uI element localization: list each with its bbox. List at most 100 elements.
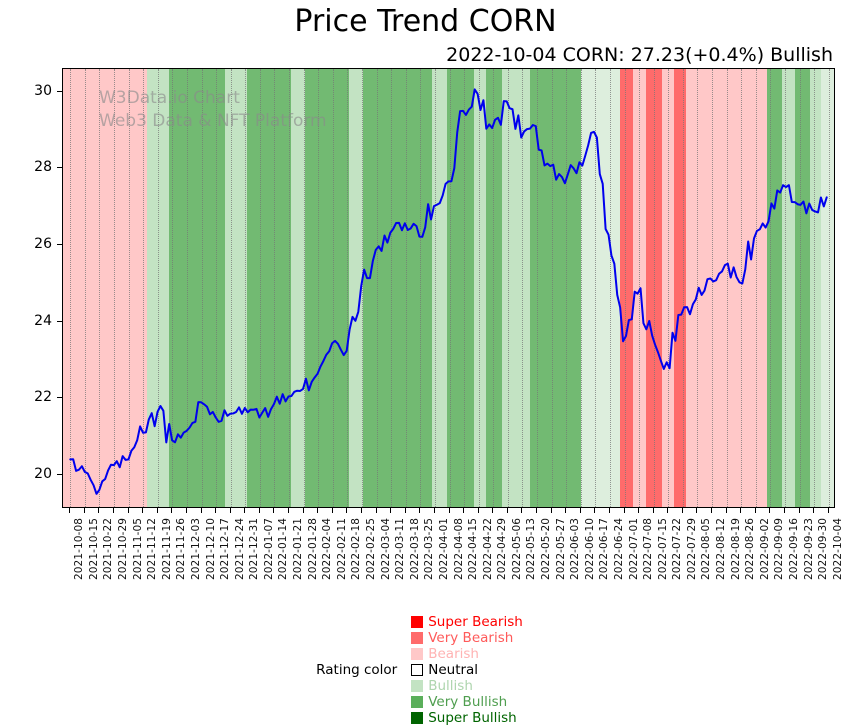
- legend-label: Bearish: [428, 646, 479, 662]
- legend-items: Super Bearish Very Bearish Bearish Neutral B…: [411, 614, 535, 726]
- x-tick-label: 2021-11-12: [146, 517, 159, 580]
- gridline: [332, 69, 334, 507]
- x-tick-label: 2021-10-29: [117, 517, 130, 580]
- x-tick-mark: [244, 508, 246, 513]
- y-tick-mark: [57, 320, 62, 322]
- legend-swatch-icon: [411, 664, 424, 676]
- x-tick-label: 2022-01-07: [262, 517, 275, 580]
- x-tick-label: 2021-11-05: [131, 517, 144, 580]
- legend-swatch-icon: [411, 680, 424, 692]
- x-tick-mark: [638, 508, 640, 513]
- x-tick-label: 2022-06-03: [569, 517, 582, 580]
- y-tick-label: 24: [34, 312, 52, 329]
- legend-item-super-bearish[interactable]: Super Bearish: [411, 614, 523, 630]
- x-tick-mark: [390, 508, 392, 513]
- gridline: [828, 69, 830, 507]
- y-tick-mark: [57, 167, 62, 169]
- x-tick-mark: [550, 508, 552, 513]
- legend-label: Bullish: [428, 678, 473, 694]
- rating-band-very-bullish: [446, 69, 475, 507]
- legend-label: Neutral: [428, 662, 479, 678]
- x-tick-label: 2022-09-02: [758, 517, 771, 580]
- rating-band-bullish: [502, 69, 530, 507]
- x-tick-label: 2022-04-22: [481, 517, 494, 580]
- x-tick-label: 2022-02-25: [364, 517, 377, 580]
- rating-band-bullish: [348, 69, 364, 507]
- y-tick-label: 28: [34, 159, 52, 176]
- x-tick-label: 2022-06-17: [598, 517, 611, 580]
- gridline: [770, 69, 772, 507]
- x-tick-label: 2022-02-11: [335, 517, 348, 580]
- x-tick-mark: [127, 508, 129, 513]
- x-tick-label: 2022-07-15: [656, 517, 669, 580]
- plot-area: W3Data.io Chart Web3 Data & NFT Platform: [62, 68, 835, 508]
- x-tick-mark: [360, 508, 362, 513]
- x-tick-label: 2021-10-08: [73, 517, 86, 580]
- rating-band-bullish: [290, 69, 306, 507]
- x-tick-mark: [536, 508, 537, 513]
- x-tick-label: 2022-05-13: [525, 517, 538, 580]
- x-tick-mark: [565, 508, 567, 513]
- gridline: [391, 69, 393, 507]
- legend-item-bearish[interactable]: Bearish: [411, 646, 523, 662]
- x-tick-mark: [171, 508, 173, 513]
- gridline: [143, 69, 145, 507]
- rating-band-bullish: [809, 69, 822, 507]
- legend-item-neutral[interactable]: Neutral: [411, 662, 523, 678]
- page-title: Price Trend CORN: [294, 4, 557, 39]
- x-tick-mark: [69, 508, 71, 513]
- gridline: [624, 69, 626, 507]
- x-tick-mark: [769, 508, 771, 513]
- x-tick-mark: [273, 508, 275, 513]
- gridline: [580, 69, 582, 507]
- gridline: [551, 69, 553, 507]
- x-tick-label: 2022-09-23: [802, 517, 815, 580]
- x-tick-label: 2021-11-19: [160, 517, 173, 580]
- x-tick-mark: [156, 508, 158, 513]
- x-tick-mark: [317, 508, 319, 513]
- x-tick-label: 2022-02-04: [321, 517, 334, 580]
- x-tick-label: 2022-05-27: [554, 517, 567, 580]
- gridline: [114, 69, 116, 507]
- gridline: [493, 69, 495, 507]
- gridline: [566, 69, 568, 507]
- x-tick-mark: [783, 508, 785, 513]
- legend-label: Very Bullish: [428, 694, 508, 710]
- legend-item-super-bullish[interactable]: Super Bullish: [411, 710, 523, 726]
- x-tick-mark: [215, 508, 217, 513]
- y-tick-label: 30: [34, 82, 52, 99]
- gridline: [274, 69, 276, 507]
- x-tick-label: 2022-08-26: [744, 517, 757, 580]
- x-tick-mark: [798, 508, 800, 513]
- x-tick-label: 2022-08-19: [729, 517, 742, 580]
- x-tick-mark: [579, 508, 581, 513]
- legend-item-very-bullish[interactable]: Very Bullish: [411, 694, 523, 710]
- x-tick-label: 2022-05-06: [510, 517, 523, 580]
- x-tick-mark: [98, 508, 100, 513]
- gridline: [259, 69, 261, 507]
- x-tick-label: 2022-05-20: [540, 517, 552, 580]
- gridline: [84, 69, 86, 507]
- x-tick-mark: [200, 508, 202, 513]
- gridline: [741, 69, 743, 507]
- rating-band-very-bearish: [620, 69, 634, 507]
- gridline: [216, 69, 218, 507]
- gridline: [784, 69, 786, 507]
- gridline: [726, 69, 728, 507]
- x-tick-mark: [83, 508, 85, 513]
- x-tick-label: 2022-04-01: [437, 517, 450, 580]
- y-tick-mark: [57, 244, 62, 245]
- x-tick-label: 2022-09-09: [773, 517, 786, 580]
- legend-item-bullish[interactable]: Bullish: [411, 678, 523, 694]
- legend-item-very-bearish[interactable]: Very Bearish: [411, 630, 523, 646]
- gridline: [230, 69, 232, 507]
- x-tick-label: 2022-10-04: [831, 517, 844, 580]
- x-tick-mark: [696, 508, 698, 513]
- y-tick-label: 22: [34, 389, 52, 406]
- gridline: [522, 69, 524, 507]
- x-tick-label: 2021-11-26: [175, 517, 188, 580]
- gridline: [172, 69, 174, 507]
- rating-band-very-bearish: [674, 69, 686, 507]
- x-tick-mark: [433, 508, 435, 513]
- price-line-series: [63, 69, 834, 507]
